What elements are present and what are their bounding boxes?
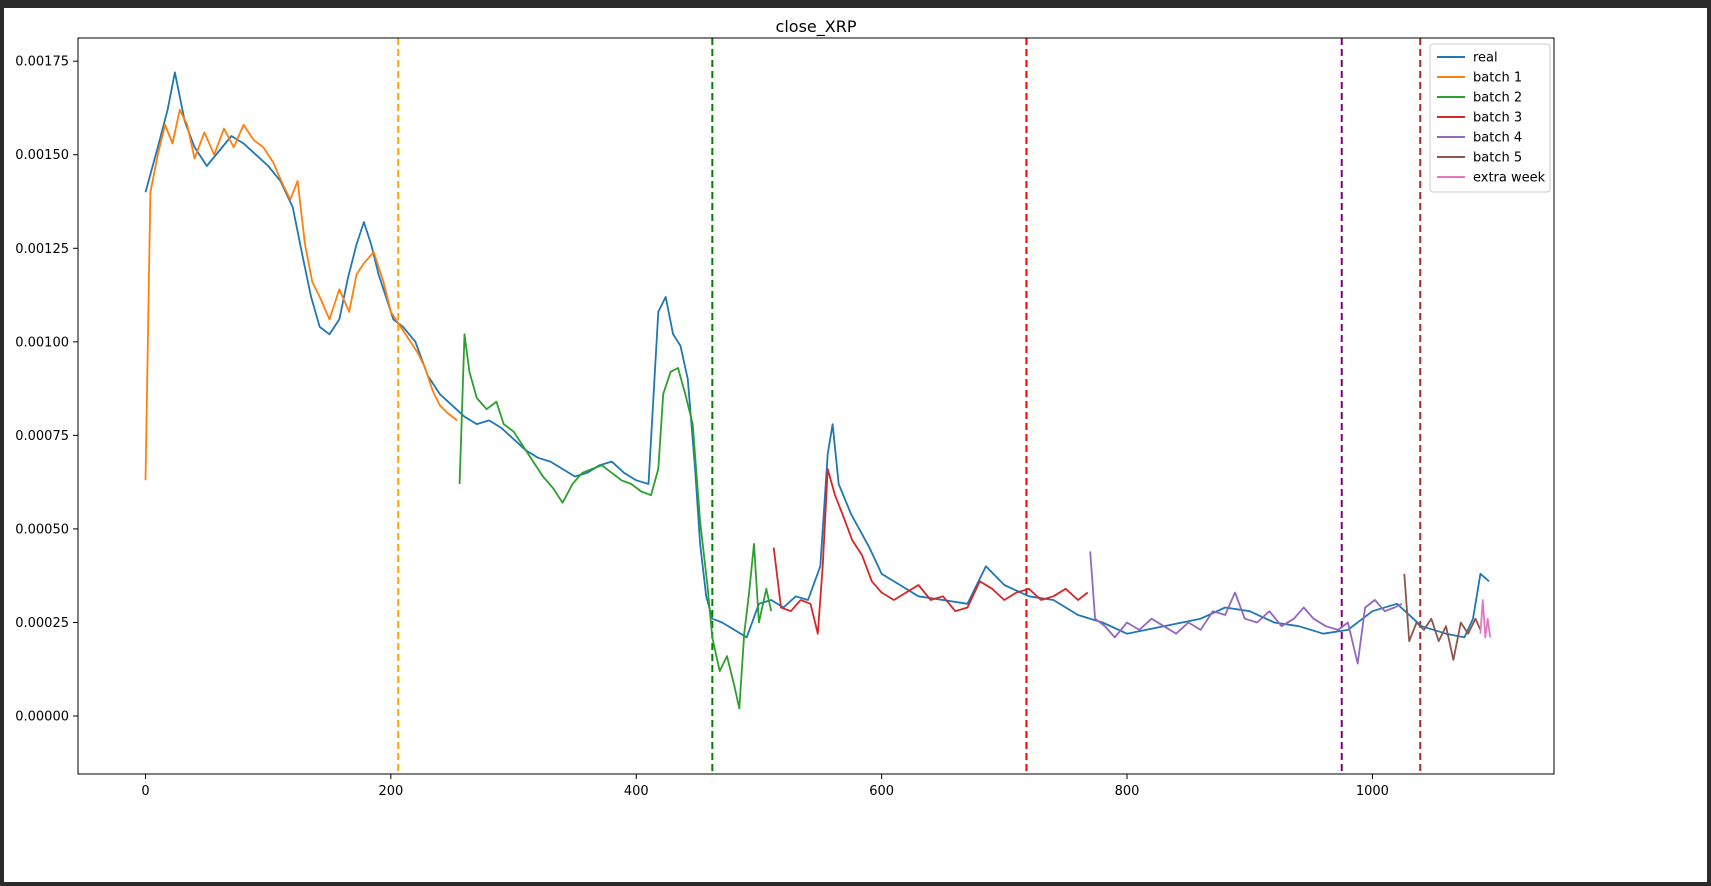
y-tick-label: 0.00000 <box>15 710 69 725</box>
x-tick-label: 200 <box>378 784 403 799</box>
x-tick-label: 600 <box>869 784 894 799</box>
y-tick-label: 0.00125 <box>15 242 69 257</box>
legend-label: real <box>1473 51 1498 66</box>
vertical-markers <box>397 38 1422 774</box>
plot-area-frame <box>77 37 1555 775</box>
series-line-batch-4 <box>1089 551 1403 665</box>
legend-box <box>1429 43 1551 193</box>
series-line-extra-week <box>1479 599 1492 639</box>
y-tick-label: 0.00175 <box>15 55 69 70</box>
legend-label: batch 2 <box>1473 91 1522 106</box>
y-axis: 0.00000 0.00025 0.00050 0.00075 0.00100 0.001… <box>15 55 78 725</box>
series-line-real <box>144 71 1490 639</box>
y-tick-label: 0.00025 <box>15 616 69 631</box>
series-line-batch-1 <box>144 108 458 481</box>
x-tick-label: 0 <box>141 784 149 799</box>
legend: real batch 1 batch 2 batch 3 batch 4 batch 5 e… <box>1429 43 1551 193</box>
x-tick-label: 400 <box>624 784 649 799</box>
y-tick-label: 0.00100 <box>15 335 69 350</box>
x-tick-label: 800 <box>1115 784 1140 799</box>
line-chart: close_XRP 0 200 400 600 800 1000 0.000000.000… <box>15 17 1555 799</box>
y-tick-label: 0.00075 <box>15 429 69 444</box>
y-tick-label: 0.00050 <box>15 522 69 537</box>
legend-label: extra week <box>1473 171 1546 186</box>
y-tick-label: 0.00150 <box>15 148 69 163</box>
legend-label: batch 5 <box>1473 151 1522 166</box>
figure-canvas: close_XRP 0 200 400 600 800 1000 0.00000 0.000… <box>4 8 1707 882</box>
series-line-batch-5 <box>1403 573 1482 661</box>
x-tick-label: 1000 <box>1356 784 1389 799</box>
series-line-batch-2 <box>458 333 773 710</box>
chart-title: close_XRP <box>776 17 857 37</box>
series-lines <box>144 71 1492 710</box>
legend-label: batch 3 <box>1473 111 1522 126</box>
legend-label: batch 4 <box>1473 131 1522 146</box>
x-axis: 0 200 400 600 800 1000 <box>141 774 1389 799</box>
series-line-batch-3 <box>772 468 1089 635</box>
legend-label: batch 1 <box>1473 71 1522 86</box>
